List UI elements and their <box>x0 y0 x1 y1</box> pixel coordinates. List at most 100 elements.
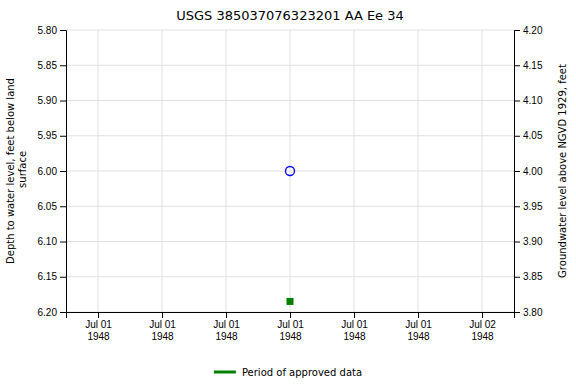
tick-label: 3.95 <box>523 201 543 212</box>
tick-label: 6.05 <box>38 201 58 212</box>
tick-label: Jul 011948 <box>85 319 112 342</box>
grid-line <box>98 30 99 312</box>
tick-mark <box>98 312 99 318</box>
tick-label: 4.10 <box>523 95 543 106</box>
y2-tick: 4.00 <box>514 166 543 177</box>
tick-label: 4.20 <box>523 25 543 36</box>
y-tick: 5.85 <box>38 60 66 71</box>
x-tick: Jul 011948 <box>341 312 368 342</box>
marks <box>286 167 295 305</box>
tick-label: Jul 021948 <box>469 319 496 342</box>
tick-mark <box>482 312 483 318</box>
tick-mark <box>354 312 355 318</box>
tick-mark <box>514 101 520 102</box>
y-tick: 5.95 <box>38 130 66 141</box>
text-line: Jul 01 <box>85 319 112 330</box>
y-tick: 5.80 <box>38 25 66 36</box>
tick-mark <box>60 242 66 243</box>
axis-line <box>60 31 67 313</box>
y-tick: 5.90 <box>38 95 66 106</box>
x-tick: Jul 011948 <box>213 312 240 342</box>
y-tick: 6.15 <box>38 271 66 282</box>
x-axis: Jul 011948Jul 011948Jul 011948Jul 011948… <box>67 312 515 342</box>
x-tick: Jul 021948 <box>469 312 496 342</box>
point <box>286 167 295 176</box>
tick-mark <box>514 30 520 31</box>
text-line: Jul 01 <box>405 319 432 330</box>
tick-mark <box>226 312 227 318</box>
grid-line <box>226 30 227 312</box>
grid-line <box>418 30 419 312</box>
tick-mark <box>60 30 66 31</box>
text-line: surface <box>17 151 28 191</box>
y-axis: 5.80 5.85 5.90 5.95 6.00 6.05 6.10 6.15 6.20 <box>38 25 67 318</box>
text-line: Jul 01 <box>213 319 240 330</box>
tick-mark <box>60 136 66 137</box>
tick-label: 4.15 <box>523 60 543 71</box>
grid <box>66 30 514 312</box>
y2-tick: 4.05 <box>514 130 543 141</box>
tick-mark <box>60 206 66 207</box>
y-tick: 6.00 <box>38 166 66 177</box>
axis-line <box>515 31 521 313</box>
tick-mark <box>514 171 520 172</box>
text-line: 1948 <box>215 331 238 342</box>
text-line: Jul 01 <box>149 319 176 330</box>
chart: Jul 011948Jul 011948Jul 011948Jul 011948… <box>0 0 576 384</box>
y2-axis: 4.204.154.104.054.003.953.903.853.80 <box>514 25 543 318</box>
tick-mark <box>60 277 66 278</box>
y2-tick: 4.10 <box>514 95 543 106</box>
tick-mark <box>60 312 66 313</box>
text-line: 1948 <box>279 331 302 342</box>
legend-label: Period of approved data <box>242 367 362 378</box>
text-line: 1948 <box>471 331 494 342</box>
tick-label: Jul 011948 <box>149 319 176 342</box>
y-tick: 6.10 <box>38 236 66 247</box>
legend-item: Period of approved data <box>214 367 362 378</box>
tick-mark <box>162 312 163 318</box>
axis-line <box>67 313 515 319</box>
x-tick: Jul 011948 <box>149 312 176 342</box>
text-line: 1948 <box>151 331 174 342</box>
tick-mark <box>60 101 66 102</box>
tick-label: Jul 011948 <box>213 319 240 342</box>
tick-mark <box>514 277 520 278</box>
legend-swatch <box>214 371 236 374</box>
text-line: 1948 <box>87 331 110 342</box>
y2-tick: 3.80 <box>514 307 543 318</box>
tick-label: Jul 011948 <box>341 319 368 342</box>
tick-label: 5.80 <box>38 25 58 36</box>
tick-label: Jul 011948 <box>277 319 304 342</box>
tick-mark <box>514 136 520 137</box>
y2-tick: 4.15 <box>514 60 543 71</box>
y2-tick: 4.20 <box>514 25 543 36</box>
text-line: 1948 <box>343 331 366 342</box>
text-line: Jul 01 <box>277 319 304 330</box>
x-tick: Jul 011948 <box>277 312 304 342</box>
tick-label: 6.00 <box>38 166 58 177</box>
tick-label: 3.90 <box>523 236 543 247</box>
tick-label: 5.85 <box>38 60 58 71</box>
plot: Jul 011948Jul 011948Jul 011948Jul 011948… <box>38 25 543 342</box>
tick-label: 6.20 <box>38 307 58 318</box>
tick-mark <box>514 206 520 207</box>
point <box>287 298 293 304</box>
tick-label: 5.95 <box>38 130 58 141</box>
tick-mark <box>290 312 291 318</box>
y2-tick: 3.95 <box>514 201 543 212</box>
grid-line <box>482 30 483 312</box>
tick-mark <box>514 312 520 313</box>
y-tick: 6.05 <box>38 201 66 212</box>
tick-mark <box>514 65 520 66</box>
tick-label: 3.80 <box>523 307 543 318</box>
grid-line <box>290 30 291 312</box>
tick-label: Jul 011948 <box>405 319 432 342</box>
tick-label: 4.05 <box>523 130 543 141</box>
tick-mark <box>60 171 66 172</box>
tick-label: 4.00 <box>523 166 543 177</box>
x-tick: Jul 011948 <box>405 312 432 342</box>
tick-label: 6.15 <box>38 271 58 282</box>
y2-tick: 3.90 <box>514 236 543 247</box>
title: USGS 385037076323201 AA Ee 34 <box>176 8 404 23</box>
grid-line <box>354 30 355 312</box>
